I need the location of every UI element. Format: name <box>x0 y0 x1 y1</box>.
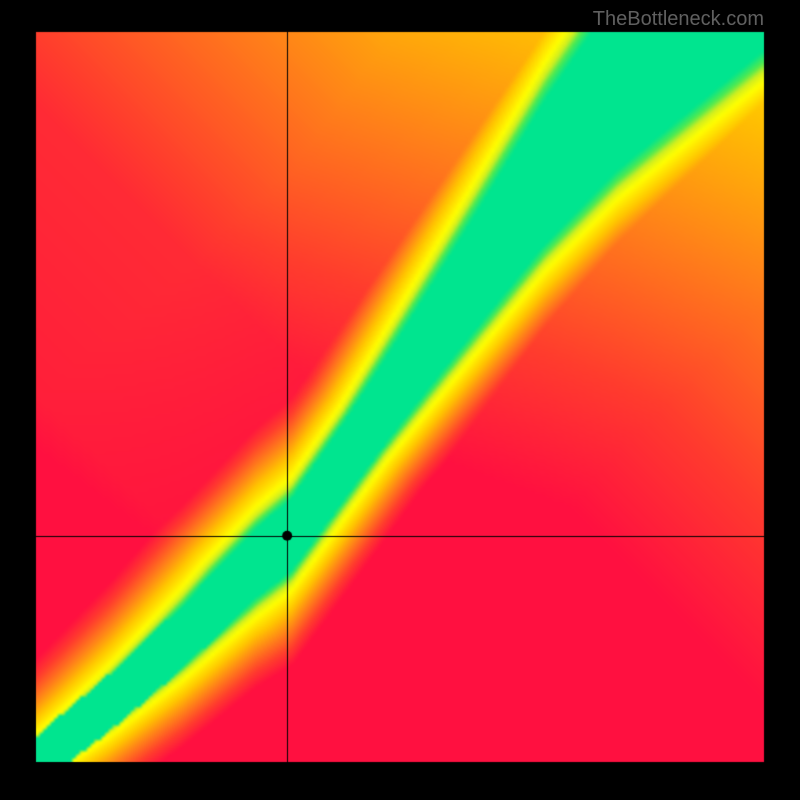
bottleneck-heatmap <box>0 0 800 800</box>
watermark-text: TheBottleneck.com <box>593 8 764 31</box>
chart-container: TheBottleneck.com <box>0 0 800 800</box>
